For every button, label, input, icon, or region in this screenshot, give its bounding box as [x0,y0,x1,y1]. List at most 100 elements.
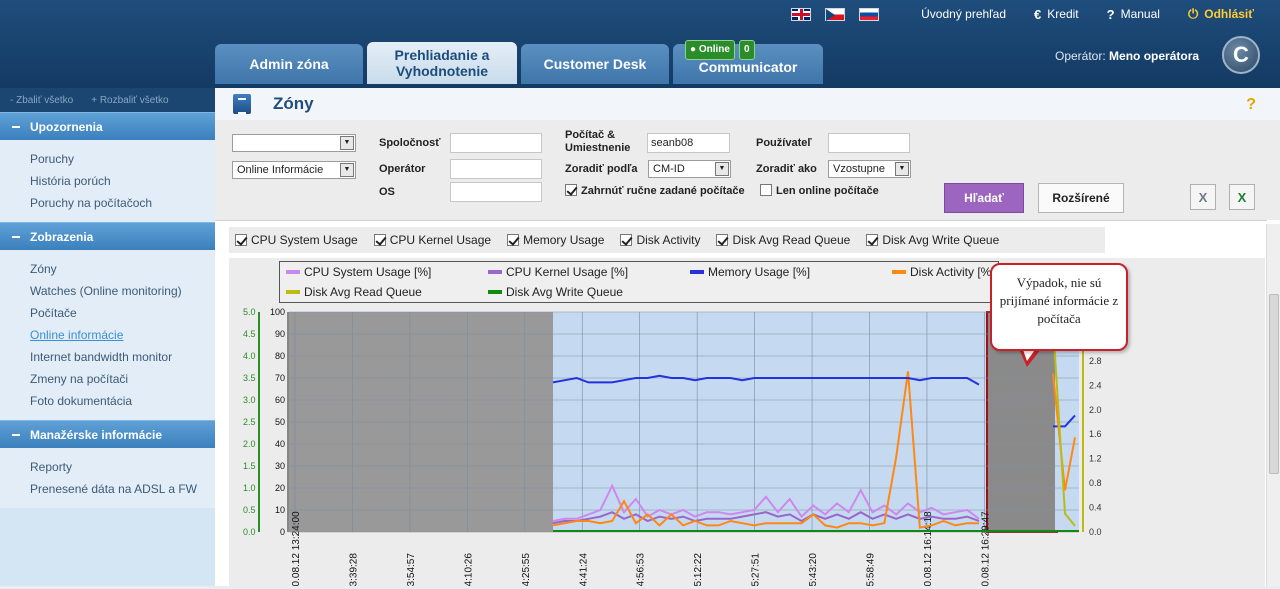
y-tick-label-right: 0.8 [1089,478,1102,488]
tab-communicator[interactable]: ● Online 0 Communicator [673,40,823,84]
logout-link-label: Odhlásiť [1204,7,1254,21]
include-manual-label: Zahrnúť ručne zadané počítače [581,185,745,197]
euro-icon: € [1034,6,1042,22]
y-tick-label-secondary: 2.0 [243,439,256,449]
view-select-1[interactable]: ▼ [232,134,356,152]
expand-all-link[interactable]: + Rozbaliť všetko [91,94,169,106]
help-icon[interactable]: ? [1246,96,1256,113]
include-manual-checkbox[interactable]: Zahrnúť ručne zadané počítače [565,184,745,197]
y-tick-label-primary: 70 [275,373,285,383]
toggle-label: CPU Kernel Usage [389,233,492,247]
excel-export-disabled-icon[interactable]: X [1190,184,1216,210]
checkbox-icon [507,234,520,246]
company-input[interactable] [450,133,542,153]
legend-swatch [286,290,300,294]
sidebar-section-management[interactable]: Manažérske informácie [0,420,215,448]
x-tick-label: 15:12:22 [693,553,704,586]
sidebar-item-zones[interactable]: Zóny [30,262,57,276]
outage-callout: Výpadok, nie sú prijímané informácie z p… [990,263,1128,351]
zones-icon [233,94,251,114]
sidebar-item-adsl-data[interactable]: Prenesené dáta na ADSL a FW [30,482,197,496]
sidebar-toggle-bar: - Zbaliť všetko + Rozbaliť všetko [0,88,215,112]
checkbox-icon [235,234,247,246]
y-tick-label-primary: 100 [270,307,285,317]
toggle-memory[interactable]: Memory Usage [507,233,604,247]
x-tick-label: 13:54:57 [406,553,417,586]
slovak-flag-icon[interactable] [859,7,880,21]
checkbox-icon [373,234,386,246]
tab-label: Communicator [698,59,798,75]
tab-admin-zone[interactable]: Admin zóna [215,44,363,84]
legend-label: Memory Usage [%] [708,265,811,279]
view-select-2[interactable]: Online Informácie ▼ [232,161,356,179]
toggle-cpu-kernel[interactable]: CPU Kernel Usage [373,233,492,247]
y-tick-label-secondary: 1.0 [243,483,256,493]
tab-customer-desk[interactable]: Customer Desk [521,44,669,84]
online-count: 0 [738,40,755,60]
y-tick-label-right: 1.6 [1089,429,1102,439]
sidebar-item-computer-failures[interactable]: Poruchy na počítačoch [30,196,153,210]
toggle-disk-activity[interactable]: Disk Activity [620,233,700,247]
excel-export-icon[interactable]: X [1229,184,1255,210]
legend-item-disk-activity: Disk Activity [%] [892,265,995,279]
os-input[interactable] [450,182,542,202]
collapse-all-link[interactable]: - Zbaliť všetko [10,94,74,106]
x-tick-label: 14:25:55 [521,553,532,586]
logout-link[interactable]: ⏻ Odhlásiť [1188,6,1254,22]
legend-label: CPU System Usage [%] [304,265,432,279]
x-tick-label: 13:39:28 [348,553,359,586]
czech-flag-icon[interactable] [825,7,846,21]
toggle-label: Memory Usage [523,233,605,247]
sidebar-item-watches[interactable]: Watches (Online monitoring) [30,284,182,298]
sort-as-select[interactable]: Vzostupne ▼ [828,160,911,178]
operator-label: Operátor: [1055,49,1106,63]
operator-info: Operátor: Meno operátora [1055,49,1199,63]
tab-label: Prehliadanie a Vyhodnotenie [394,47,490,79]
search-button[interactable]: Hľadať [944,183,1024,213]
computer-label: Počítač & Umiestnenie [565,129,631,154]
vertical-scrollbar[interactable] [1266,224,1280,586]
sidebar-item-computers[interactable]: Počítače [30,306,77,320]
y-tick-label-primary: 0 [280,527,285,537]
sidebar-item-failures[interactable]: Poruchy [30,152,75,166]
user-input[interactable] [828,133,910,153]
disk-activity-tail-line [1052,373,1076,491]
english-flag-icon[interactable] [791,7,812,21]
sidebar-item-photo-docs[interactable]: Foto dokumentácia [30,394,133,408]
legend-label: Disk Avg Write Queue [506,285,623,299]
sort-by-select[interactable]: CM-ID ▼ [648,160,731,178]
credit-link[interactable]: € Kredit [1034,7,1079,22]
sidebar-section-views[interactable]: Zobrazenia [0,222,215,250]
manual-link[interactable]: ? Manual [1107,7,1160,22]
y-tick-label-right: 0.0 [1089,527,1102,537]
sidebar-group-management: Reporty Prenesené dáta na ADSL a FW [0,448,215,508]
computer-input[interactable]: seanb08 [647,133,730,153]
main-content: Zóny ? ▼ Online Informácie ▼ Spoločnosť O… [215,88,1280,589]
online-only-checkbox[interactable]: Len online počítače [760,184,879,197]
toggle-disk-read-queue[interactable]: Disk Avg Read Queue [716,233,850,247]
y-tick-label-primary: 20 [275,483,285,493]
legend-swatch [488,290,502,294]
online-indicator: ● Online [685,40,735,60]
y-tick-label-right: 2.4 [1089,380,1102,390]
sidebar-section-alerts[interactable]: Upozornenia [0,112,215,140]
legend-swatch [488,270,502,274]
toggle-disk-write-queue[interactable]: Disk Avg Write Queue [866,233,999,247]
sidebar-item-online-info[interactable]: Online informácie [30,328,124,342]
scrollbar-thumb[interactable] [1269,294,1279,474]
sidebar-item-failure-history[interactable]: História porúch [30,174,111,188]
online-only-label: Len online počítače [776,185,879,197]
tab-browse-evaluate[interactable]: Prehliadanie a Vyhodnotenie [367,42,517,84]
overview-link[interactable]: Úvodný prehľad [921,7,1006,21]
sidebar-item-bandwidth[interactable]: Internet bandwidth monitor [30,350,173,364]
legend-item-memory: Memory Usage [%] [690,265,810,279]
y-tick-label-primary: 30 [275,461,285,471]
y-tick-label-primary: 50 [275,417,285,427]
sidebar-item-reports[interactable]: Reporty [30,460,73,474]
advanced-button[interactable]: Rozšírené [1038,183,1124,213]
sidebar-item-computer-changes[interactable]: Zmeny na počítači [30,372,129,386]
y-tick-label-secondary: 5.0 [243,307,256,317]
toggle-cpu-system[interactable]: CPU System Usage [235,233,358,247]
x-tick-label: 14:56:53 [636,553,647,586]
operator-input[interactable] [450,159,542,179]
